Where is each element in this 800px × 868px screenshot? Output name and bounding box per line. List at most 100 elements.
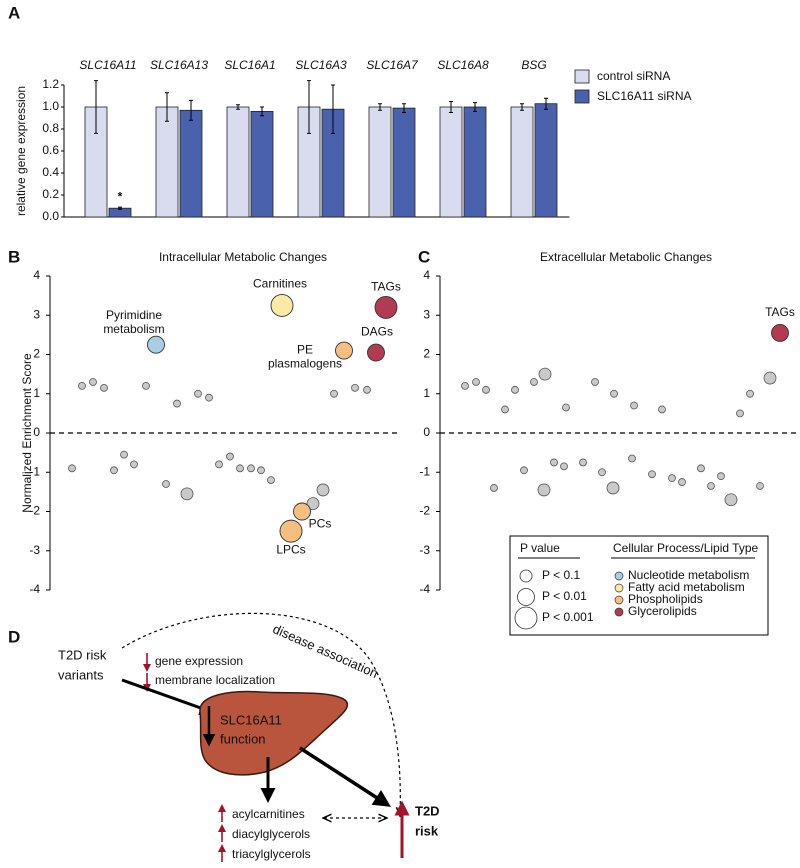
point xyxy=(562,403,570,412)
point xyxy=(717,472,725,481)
y-tick-label: -3 xyxy=(419,543,430,557)
point xyxy=(537,483,551,497)
metabolite-label: diacylglycerols xyxy=(232,827,310,841)
legend-size-label: P < 0.1 xyxy=(542,568,580,582)
legend-swatch xyxy=(614,571,624,581)
legend-label: Phospholipids xyxy=(628,592,703,606)
panel-label: D xyxy=(8,627,20,646)
bar xyxy=(392,107,416,218)
point xyxy=(707,482,715,490)
point-label: metabolism xyxy=(103,322,164,336)
highlight-point xyxy=(374,295,398,319)
y-tick-label: 4 xyxy=(423,268,430,282)
point xyxy=(648,470,656,479)
point xyxy=(142,381,150,390)
point xyxy=(610,389,618,398)
point xyxy=(550,458,558,467)
metabolite-label: triacylglycerols xyxy=(232,847,311,861)
legend-size xyxy=(514,606,538,630)
panel-label: C xyxy=(418,247,430,266)
legend-label: Fatty acid metabolism xyxy=(628,580,745,594)
point xyxy=(520,466,528,475)
variants-label: variants xyxy=(58,667,104,682)
category-label: SLC16A8 xyxy=(437,58,489,72)
point xyxy=(247,464,255,473)
point xyxy=(110,466,118,475)
point xyxy=(511,385,519,394)
error-bar xyxy=(94,80,98,134)
chart-title: Intracellular Metabolic Changes xyxy=(159,250,327,264)
y-axis-label: relative gene expression xyxy=(14,86,28,216)
y-tick-label: 0 xyxy=(33,425,40,439)
point-label: PCs xyxy=(309,517,332,531)
point xyxy=(658,405,666,414)
point-label: DAGs xyxy=(361,325,393,339)
point xyxy=(579,458,587,467)
y-tick-label: -3 xyxy=(29,543,40,557)
error-bar xyxy=(236,104,240,110)
point xyxy=(746,389,754,398)
chart-title: Extracellular Metabolic Changes xyxy=(540,250,712,264)
category-label: BSG xyxy=(521,58,546,72)
y-tick-label: 1.2 xyxy=(42,77,59,91)
y-tick-label: -2 xyxy=(419,504,430,518)
point xyxy=(630,401,638,410)
point xyxy=(162,480,170,488)
legend-label: Glycerolipids xyxy=(628,604,697,618)
point xyxy=(120,450,128,459)
point xyxy=(236,464,244,473)
highlight-point xyxy=(270,293,294,317)
significance-mark: * xyxy=(118,189,123,203)
error-bar xyxy=(544,97,548,110)
category-label: SLC16A7 xyxy=(366,58,419,72)
point xyxy=(560,462,568,471)
legend-size-label: P < 0.01 xyxy=(542,589,587,603)
error-bar xyxy=(378,103,382,111)
function-label: SLC16A11 xyxy=(220,712,282,727)
point xyxy=(100,383,108,392)
y-tick-label: 1 xyxy=(33,386,40,400)
y-tick-label: 3 xyxy=(423,307,430,321)
point xyxy=(215,460,223,469)
point xyxy=(472,378,480,386)
legend-swatch xyxy=(614,583,624,593)
legend-swatch xyxy=(614,595,624,605)
error-bar xyxy=(189,99,193,121)
point xyxy=(194,389,202,398)
y-tick-label: -2 xyxy=(29,504,40,518)
bar xyxy=(463,106,487,218)
y-tick-label: 0.6 xyxy=(42,143,59,157)
legend-swatch xyxy=(614,607,624,617)
bar xyxy=(179,109,203,218)
point xyxy=(530,378,538,386)
y-axis-label: Normalized Enrichment Score xyxy=(20,353,34,513)
y-tick-label: 3 xyxy=(33,307,40,321)
error-bar xyxy=(449,101,453,113)
point-label: TAGs xyxy=(371,280,401,294)
y-tick-label: 1 xyxy=(423,386,430,400)
highlight-point xyxy=(279,519,303,543)
legend-title: Cellular Process/Lipid Type xyxy=(613,541,759,555)
point xyxy=(628,454,636,463)
point xyxy=(763,371,777,385)
effect-label: membrane localization xyxy=(155,673,275,687)
y-tick-label: 2 xyxy=(33,347,40,361)
error-bar xyxy=(402,103,406,113)
function-label: function xyxy=(220,731,266,746)
point xyxy=(606,481,620,495)
point-label: plasmalogens xyxy=(268,357,342,371)
highlight-point xyxy=(335,341,353,360)
error-bar xyxy=(307,80,311,134)
point xyxy=(205,393,213,402)
point xyxy=(678,478,686,486)
bar xyxy=(510,106,534,218)
y-tick-label: 2 xyxy=(423,347,430,361)
diagram: D disease association T2D risk variants … xyxy=(8,612,440,862)
point xyxy=(668,474,676,483)
error-bar xyxy=(331,84,335,134)
outcome-label: risk xyxy=(415,823,439,838)
y-tick-label: -1 xyxy=(419,464,430,478)
point xyxy=(482,385,490,394)
point xyxy=(591,378,599,386)
point xyxy=(736,409,744,418)
